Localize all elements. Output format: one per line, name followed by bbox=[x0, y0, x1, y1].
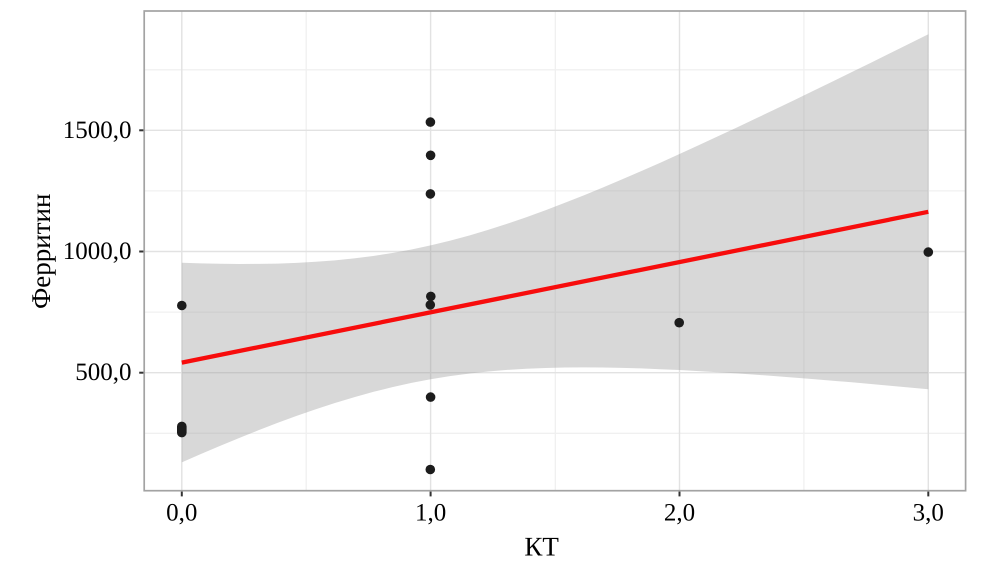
svg-text:2,0: 2,0 bbox=[664, 500, 695, 527]
svg-text:500,0: 500,0 bbox=[75, 359, 131, 386]
svg-text:1000,0: 1000,0 bbox=[63, 238, 132, 265]
svg-text:3,0: 3,0 bbox=[913, 500, 944, 527]
svg-text:0,0: 0,0 bbox=[166, 500, 197, 527]
svg-text:Ферритин: Ферритин bbox=[26, 194, 56, 309]
svg-text:1,0: 1,0 bbox=[415, 500, 446, 527]
svg-text:1500,0: 1500,0 bbox=[63, 117, 132, 144]
svg-text:КТ: КТ bbox=[524, 532, 559, 562]
